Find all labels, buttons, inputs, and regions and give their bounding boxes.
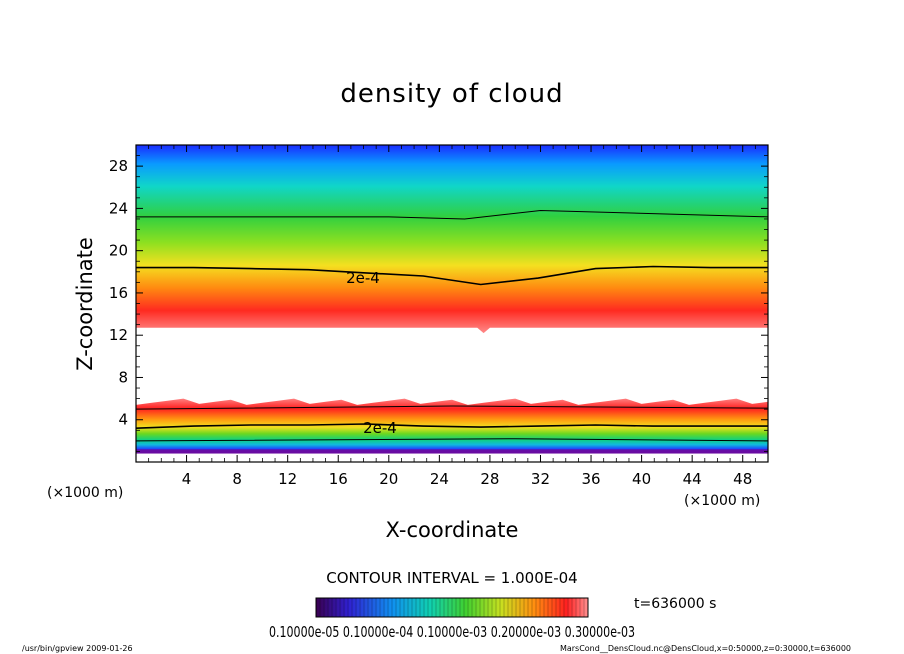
footer-right: MarsCond__DensCloud.nc@DensCloud,x=0:500… (560, 644, 851, 653)
x-tick-label: 44 (683, 470, 702, 488)
plot-area (136, 145, 768, 454)
colorbar-tick-labels: 0.10000e-05 0.10000e-04 0.10000e-03 0.20… (269, 623, 635, 641)
x-tick-label: 4 (182, 470, 192, 488)
y-tick-label: 12 (109, 326, 128, 344)
contour-line-lower-base (136, 438, 768, 442)
upper-cloud-layer (136, 145, 768, 334)
x-tick-label: 40 (632, 470, 651, 488)
y-axis: 4 8 12 16 20 24 28 (109, 155, 768, 452)
footer-left: /usr/bin/gpview 2009-01-26 (22, 644, 133, 653)
x-tick-label: 16 (329, 470, 348, 488)
x-tick-label: 20 (379, 470, 398, 488)
contour-label-upper: 2e-4 (346, 269, 380, 287)
x-tick-label: 8 (232, 470, 242, 488)
colorbar (315, 597, 589, 618)
time-label: t=636000 s (634, 596, 716, 612)
bottom-purple-band (136, 449, 768, 454)
contour-line-upper-1e-4 (136, 210, 768, 220)
chart-title: density of cloud (340, 79, 563, 109)
y-tick-label: 28 (109, 157, 128, 175)
x-unit-left: (×1000 m) (47, 485, 123, 501)
y-tick-label: 16 (109, 284, 128, 302)
x-tick-label: 28 (480, 470, 499, 488)
x-unit-right: (×1000 m) (684, 493, 760, 509)
contour-line-upper-2e-4 (136, 265, 768, 286)
colorbar-stripes (319, 598, 585, 617)
y-tick-label: 4 (118, 411, 128, 429)
x-tick-label: 48 (733, 470, 752, 488)
x-axis-title: X-coordinate (386, 518, 519, 542)
contour-line-lower-2e-4 (136, 423, 768, 429)
x-tick-label: 12 (278, 470, 297, 488)
x-tick-label: 36 (581, 470, 600, 488)
x-tick-label: 24 (430, 470, 449, 488)
y-tick-label: 20 (109, 242, 128, 260)
y-axis-title: Z-coordinate (73, 237, 97, 371)
contour-label-lower: 2e-4 (363, 419, 397, 437)
contour-interval-label: CONTOUR INTERVAL = 1.000E-04 (326, 569, 577, 587)
y-tick-label: 24 (109, 199, 128, 217)
y-tick-label: 8 (118, 368, 128, 386)
x-axis: 4 8 12 16 20 24 28 32 36 40 44 48 (148, 145, 756, 488)
contour-line-lower-1e-4 (136, 405, 768, 410)
x-tick-label: 32 (531, 470, 550, 488)
